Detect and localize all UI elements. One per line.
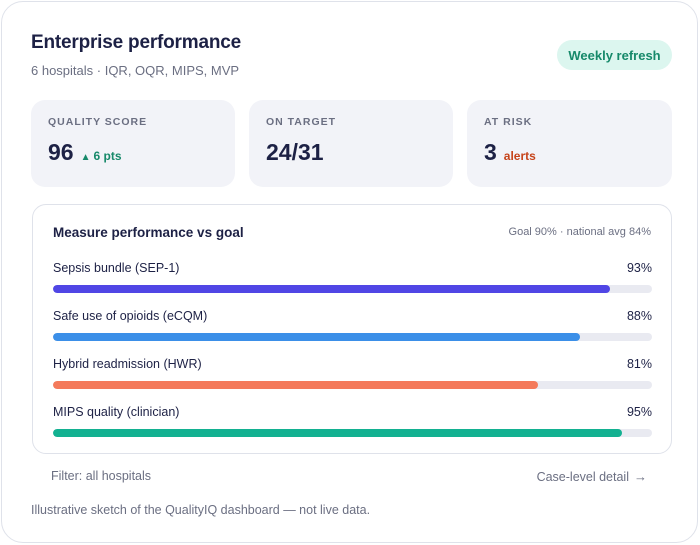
measure-row-mips: MIPS quality (clinician) 95% <box>53 405 652 445</box>
detail-link-text[interactable]: Case-level detail <box>536 469 629 484</box>
progress-fill <box>53 429 623 437</box>
measure-row-opioids: Safe use of opioids (eCQM) 88% <box>53 309 652 349</box>
measure-percent: 95% <box>626 405 652 419</box>
measure-name: Hybrid readmission (HWR) <box>53 357 202 371</box>
page-title: Enterprise performance <box>31 32 241 53</box>
stat-value: 3 <box>484 139 497 165</box>
measure-percent: 88% <box>626 309 652 323</box>
progress-track <box>53 333 652 341</box>
stat-label: ON TARGET <box>266 116 337 128</box>
stat-card-on-target: ON TARGET 24/31 <box>249 100 453 187</box>
stat-delta-text: 6 pts <box>93 149 122 163</box>
page-subtitle: 6 hospitals · IQR, OQR, MIPS, MVP <box>31 63 240 78</box>
measure-name: Safe use of opioids (eCQM) <box>53 309 208 323</box>
measure-name: MIPS quality (clinician) <box>53 405 180 419</box>
case-level-detail-link[interactable]: Case-level detail → <box>537 469 647 484</box>
measure-row-readmission: Hybrid readmission (HWR) 81% <box>53 357 652 397</box>
stat-delta: ▲ 6 pts <box>81 149 122 163</box>
filter-label: Filter: all hospitals <box>51 469 152 483</box>
panel-title: Measure performance vs goal <box>53 225 244 240</box>
measure-name: Sepsis bundle (SEP-1) <box>53 261 180 275</box>
stat-label: AT RISK <box>484 116 533 128</box>
stat-card-at-risk: AT RISK 3 alerts <box>467 100 672 187</box>
refresh-badge: Weekly refresh <box>557 40 672 70</box>
stat-label: QUALITY SCORE <box>48 116 148 128</box>
stat-alert-text: alerts <box>503 149 536 163</box>
progress-fill <box>53 381 539 389</box>
measure-percent: 81% <box>626 357 652 371</box>
stat-value: 96 <box>48 139 74 165</box>
progress-track <box>53 429 652 437</box>
disclaimer-text: Illustrative sketch of the QualityIQ das… <box>31 503 371 517</box>
progress-track <box>53 381 652 389</box>
progress-track <box>53 285 652 293</box>
up-triangle-icon: ▲ <box>80 152 91 163</box>
progress-fill <box>53 285 611 293</box>
measure-performance-panel: Measure performance vs goal Goal 90% · n… <box>32 204 672 454</box>
stat-value: 24/31 <box>266 139 324 165</box>
measure-row-sepsis: Sepsis bundle (SEP-1) 93% <box>53 261 652 301</box>
progress-fill <box>53 333 581 341</box>
arrow-right-icon[interactable]: → <box>634 469 647 484</box>
stat-card-quality-score: QUALITY SCORE 96 ▲ 6 pts <box>31 100 235 187</box>
measure-percent: 93% <box>626 261 652 275</box>
panel-note: Goal 90% · national avg 84% <box>508 226 651 238</box>
